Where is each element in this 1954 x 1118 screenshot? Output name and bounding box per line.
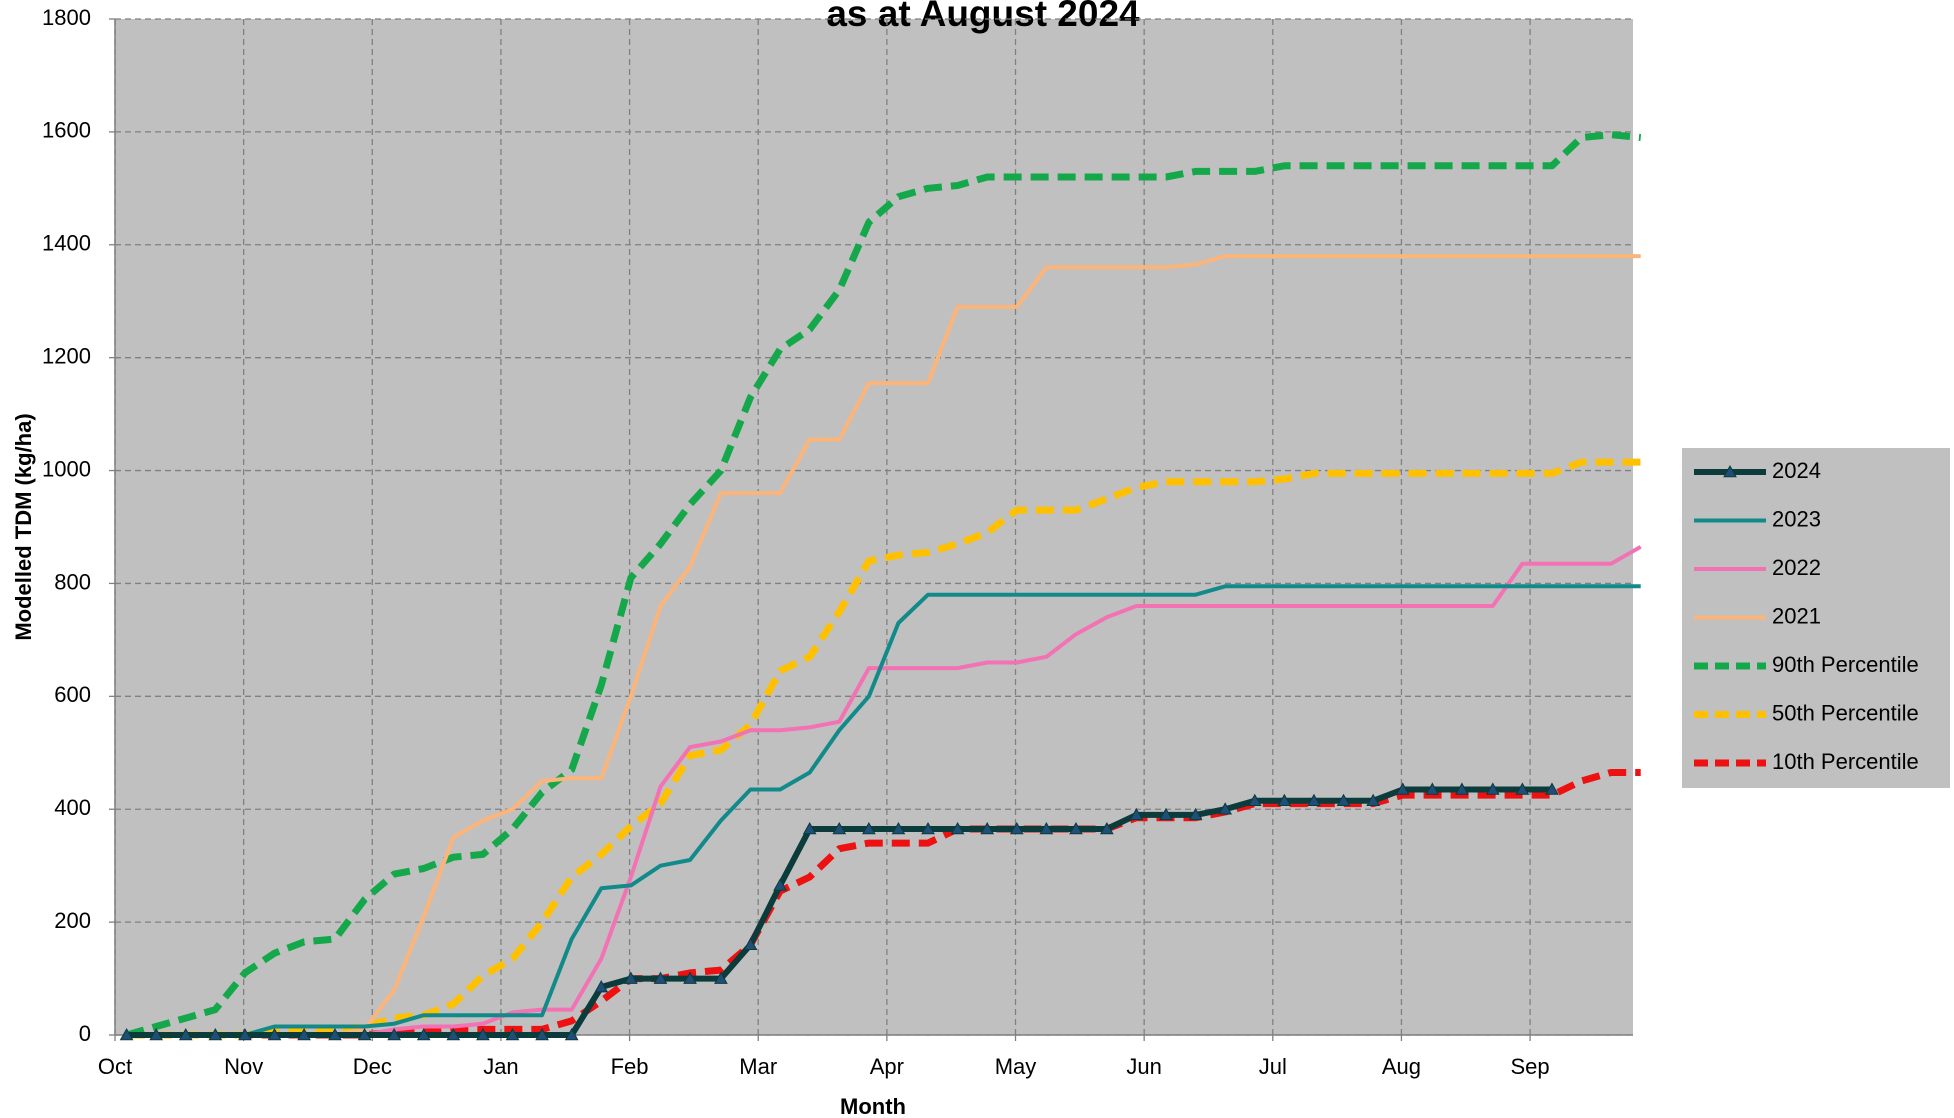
- point-marker: [1247, 793, 1262, 807]
- plot-area: [115, 19, 1633, 1035]
- x-tick-label: Feb: [611, 1054, 649, 1079]
- point-marker: [714, 971, 728, 984]
- point-marker: [446, 1027, 461, 1041]
- chart-title: as at August 2024: [826, 0, 1140, 34]
- series-line: [126, 584, 1641, 1037]
- point-marker: [1307, 793, 1321, 807]
- series-line: [126, 458, 1641, 1039]
- point-marker: [1455, 782, 1469, 795]
- x-tick-label: Oct: [98, 1054, 132, 1079]
- point-marker: [178, 1027, 193, 1041]
- point-marker: [1129, 807, 1144, 821]
- point-marker: [357, 1027, 372, 1041]
- point-marker: [921, 821, 935, 835]
- x-tick-label: Jul: [1259, 1054, 1287, 1079]
- point-marker: [1425, 782, 1440, 795]
- legend-label: 50th Percentile: [1772, 700, 1919, 725]
- y-tick-label: 400: [54, 795, 91, 820]
- point-marker: [1218, 802, 1233, 815]
- y-tick-label: 1400: [42, 231, 91, 256]
- x-tick-label: Jun: [1126, 1054, 1161, 1079]
- point-marker: [1485, 782, 1500, 795]
- x-tick-label: Dec: [353, 1054, 392, 1079]
- point-marker: [505, 1027, 520, 1041]
- y-tick-label: 1800: [42, 5, 91, 30]
- point-marker: [980, 821, 995, 835]
- point-marker: [1277, 793, 1292, 807]
- point-marker: [297, 1027, 311, 1041]
- point-marker: [1099, 821, 1114, 835]
- x-tick-label: Sep: [1511, 1054, 1550, 1079]
- series-line: [126, 254, 1641, 1037]
- point-marker: [891, 821, 906, 835]
- x-axis-title: Month: [840, 1094, 906, 1118]
- point-marker: [267, 1027, 282, 1041]
- x-tick-label: Apr: [870, 1054, 904, 1079]
- point-marker: [1188, 807, 1203, 821]
- legend-label: 2021: [1772, 603, 1821, 628]
- point-marker: [1069, 821, 1083, 835]
- point-marker: [594, 979, 609, 993]
- y-axis-title: Modelled TDM (kg/ha): [11, 413, 36, 640]
- point-marker: [208, 1027, 223, 1041]
- y-tick-label: 1000: [42, 456, 91, 481]
- point-marker: [1395, 782, 1410, 795]
- point-marker: [773, 878, 787, 891]
- point-marker: [1545, 782, 1559, 795]
- point-marker: [832, 821, 847, 835]
- x-tick-label: Mar: [739, 1054, 777, 1079]
- point-marker: [535, 1027, 549, 1041]
- y-tick-label: 1200: [42, 343, 91, 368]
- point-marker: [1366, 793, 1380, 807]
- point-marker: [476, 1027, 490, 1041]
- y-tick-label: 600: [54, 682, 91, 707]
- point-marker: [1515, 782, 1530, 795]
- point-marker: [1159, 807, 1173, 821]
- series-line: [125, 131, 1642, 1039]
- point-marker: [1009, 821, 1024, 835]
- point-marker: [1336, 793, 1351, 807]
- legend-label: 2024: [1772, 458, 1821, 483]
- point-marker: [1039, 821, 1054, 835]
- legend-label: 2023: [1772, 506, 1821, 531]
- point-marker: [862, 821, 876, 835]
- point-marker: [328, 1027, 342, 1041]
- point-marker: [802, 821, 817, 835]
- point-marker: [683, 971, 697, 984]
- point-marker: [950, 821, 965, 835]
- point-marker: [743, 937, 758, 950]
- legend-label: 2022: [1772, 555, 1821, 580]
- point-marker: [624, 971, 638, 984]
- point-marker: [416, 1027, 431, 1041]
- point-marker: [149, 1027, 164, 1041]
- point-marker: [387, 1027, 402, 1041]
- y-tick-label: 1600: [42, 118, 91, 143]
- x-tick-label: Jan: [483, 1054, 518, 1079]
- legend-label: 10th Percentile: [1772, 749, 1919, 774]
- y-tick-label: 0: [79, 1021, 91, 1046]
- legend-label: 90th Percentile: [1772, 652, 1919, 677]
- x-tick-label: Aug: [1382, 1054, 1421, 1079]
- y-tick-label: 800: [54, 569, 91, 594]
- point-marker: [564, 1027, 579, 1041]
- x-tick-label: May: [995, 1054, 1037, 1079]
- y-tick-label: 200: [54, 908, 91, 933]
- legend-marker: [1723, 464, 1737, 478]
- point-marker: [238, 1027, 252, 1041]
- x-tick-label: Nov: [224, 1054, 263, 1079]
- point-marker: [119, 1027, 134, 1041]
- point-marker: [653, 971, 668, 984]
